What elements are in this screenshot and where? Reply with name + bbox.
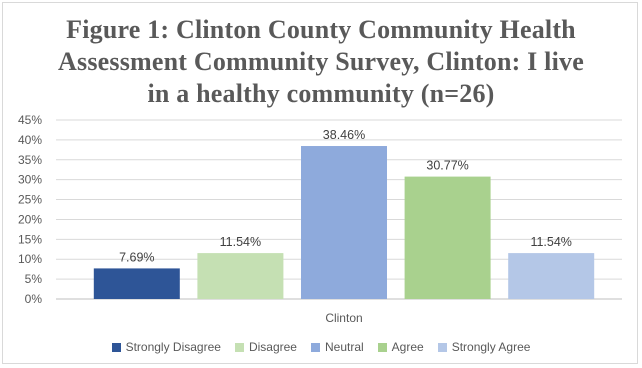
data-label: 11.54%	[220, 235, 261, 249]
bar-disagree	[197, 253, 284, 299]
legend-label: Strongly Agree	[451, 340, 531, 354]
y-tick-label: 35%	[18, 153, 42, 167]
legend-label: Neutral	[324, 340, 364, 354]
legend-swatch	[111, 342, 121, 352]
legend-item-strongly-disagree: Strongly Disagree	[111, 340, 221, 354]
legend-item-neutral: Neutral	[310, 340, 364, 354]
y-tick-label: 25%	[18, 193, 42, 207]
legend-item-disagree: Disagree	[234, 340, 297, 354]
y-tick-label: 15%	[18, 232, 42, 246]
legend-label: Agree	[391, 340, 424, 354]
legend-swatch	[310, 342, 320, 352]
data-label: 7.69%	[119, 250, 154, 264]
chart-title: Figure 1: Clinton County Community Healt…	[0, 14, 642, 110]
chart-title-line-3: in a healthy community (n=26)	[147, 79, 495, 108]
legend-label: Disagree	[248, 340, 297, 354]
data-label: 38.46%	[323, 128, 365, 142]
legend-swatch	[377, 342, 387, 352]
legend-item-strongly-agree: Strongly Agree	[437, 340, 531, 354]
legend-label: Strongly Disagree	[125, 340, 221, 354]
legend-swatch	[437, 342, 447, 352]
y-tick-label: 45%	[18, 113, 42, 127]
x-category-label: Clinton	[325, 311, 362, 325]
chart-title-line-1: Figure 1: Clinton County Community Healt…	[66, 15, 576, 44]
y-tick-label: 0%	[25, 292, 43, 306]
bar-strongly-agree	[508, 253, 595, 299]
bar-neutral	[301, 146, 387, 299]
chart-legend: Strongly Disagree Disagree Neutral Agree Str…	[0, 340, 642, 354]
y-tick-label: 30%	[18, 173, 42, 187]
data-label: 11.54%	[530, 235, 571, 249]
y-tick-label: 20%	[18, 212, 42, 226]
legend-swatch	[234, 342, 244, 352]
legend-item-agree: Agree	[377, 340, 424, 354]
y-tick-label: 10%	[18, 252, 42, 266]
data-label: 30.77%	[426, 159, 468, 173]
y-tick-label: 5%	[25, 272, 43, 286]
bar-agree	[404, 176, 491, 299]
y-tick-label: 40%	[18, 133, 42, 147]
bar-strongly-disagree	[93, 268, 180, 299]
chart-title-line-2: Assessment Community Survey, Clinton: I …	[58, 47, 584, 76]
